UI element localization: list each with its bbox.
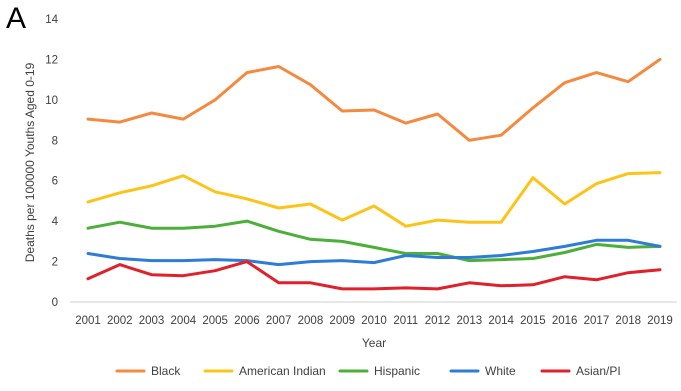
x-tick-label: 2008 — [298, 315, 324, 327]
y-tick-label: 4 — [52, 216, 59, 228]
series-lines — [86, 57, 662, 291]
x-tick-label: 2006 — [234, 315, 260, 327]
x-tick-label: 2013 — [457, 315, 483, 327]
series-line-asian-pi — [86, 260, 662, 291]
y-tick-label: 12 — [45, 54, 58, 66]
x-tick-label: 2010 — [361, 315, 387, 327]
y-tick-label: 10 — [45, 95, 58, 107]
x-tick-label: 2004 — [171, 315, 197, 327]
legend-label-white: White — [485, 364, 516, 378]
series-line-american-indian — [86, 171, 662, 228]
legend-label-american-indian: American Indian — [239, 364, 326, 378]
x-axis-ticks: 2001 2002 2003 2004 2005 2006 2007 2008 2009 2010… — [75, 315, 673, 327]
y-tick-label: 0 — [52, 297, 58, 309]
x-tick-label: 2017 — [584, 315, 610, 327]
legend-label-black: Black — [151, 364, 181, 378]
y-tick-label: 14 — [45, 14, 58, 26]
y-tick-label: 2 — [52, 257, 58, 269]
legend: Black American Indian Hispanic White Asian/P… — [115, 364, 621, 378]
x-tick-label: 2001 — [75, 315, 101, 327]
y-axis-ticks: 0 2 4 6 8 10 12 14 — [45, 14, 58, 309]
x-tick-label: 2003 — [139, 315, 165, 327]
x-tick-label: 2015 — [520, 315, 546, 327]
legend-label-asian-pi: Asian/PI — [576, 364, 621, 378]
legend-label-hispanic: Hispanic — [374, 364, 420, 378]
x-tick-label: 2009 — [329, 315, 355, 327]
x-tick-label: 2012 — [425, 315, 451, 327]
y-axis-label: Deaths per 100000 Youths Aged 0-19 — [23, 62, 37, 262]
y-tick-label: 8 — [52, 135, 58, 147]
panel-label: A — [6, 2, 27, 35]
series-line-black — [86, 57, 662, 142]
x-tick-label: 2014 — [488, 315, 514, 327]
y-tick-label: 6 — [52, 176, 58, 188]
x-tick-label: 2005 — [202, 315, 228, 327]
x-tick-label: 2018 — [615, 315, 641, 327]
x-tick-label: 2011 — [393, 315, 418, 327]
x-tick-label: 2016 — [552, 315, 578, 327]
x-axis-label: Year — [362, 336, 386, 350]
x-tick-label: 2019 — [647, 315, 673, 327]
series-line-hispanic — [86, 219, 662, 263]
series-line-white — [86, 238, 662, 267]
x-tick-label: 2002 — [107, 315, 133, 327]
x-tick-label: 2007 — [266, 315, 292, 327]
